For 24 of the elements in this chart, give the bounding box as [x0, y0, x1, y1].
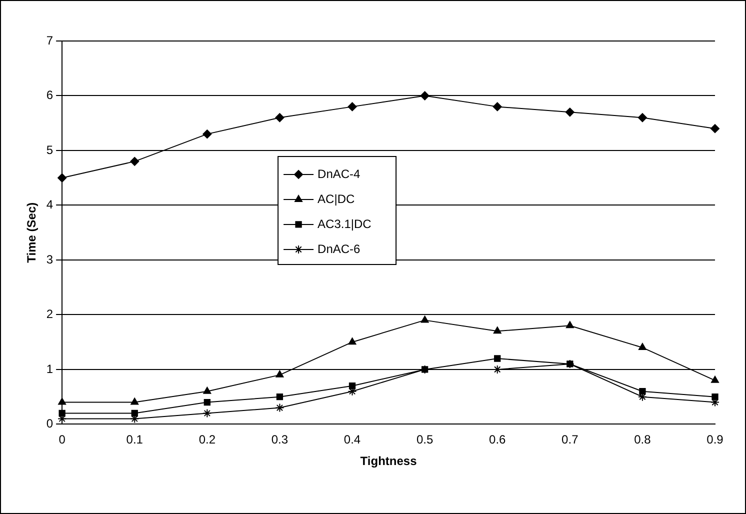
x-tick-label: 0.1	[126, 432, 144, 447]
x-tick-label: 0.2	[198, 432, 216, 447]
y-tick-label: 5	[46, 142, 54, 157]
x-tick-label: 0.7	[562, 432, 579, 447]
legend-label: DnAC-4	[318, 166, 361, 181]
y-axis-title: Time (Sec)	[24, 202, 39, 263]
x-tick-label: 0.6	[489, 432, 506, 447]
legend-label: AC3.1|DC	[318, 216, 372, 231]
x-tick-label: 0.8	[634, 432, 652, 447]
y-tick-label: 1	[46, 362, 54, 376]
y-tick-label: 4	[46, 198, 54, 212]
x-tick-label: 0.5	[416, 432, 434, 447]
y-tick-label: 0	[46, 416, 54, 431]
legend-label: DnAC-6	[318, 242, 361, 256]
x-tick-label: 0	[58, 432, 66, 447]
y-tick-label: 2	[46, 307, 54, 322]
x-tick-label: 0.4	[344, 432, 361, 447]
x-axis-title: Tightness	[360, 454, 418, 468]
x-tick-label: 0.9	[706, 432, 724, 447]
x-tick-label: 0.3	[271, 432, 288, 447]
legend-label: AC|DC	[318, 192, 355, 206]
y-tick-label: 6	[46, 88, 54, 102]
y-tick-label: 7	[46, 33, 54, 48]
y-tick-label: 3	[46, 252, 54, 266]
